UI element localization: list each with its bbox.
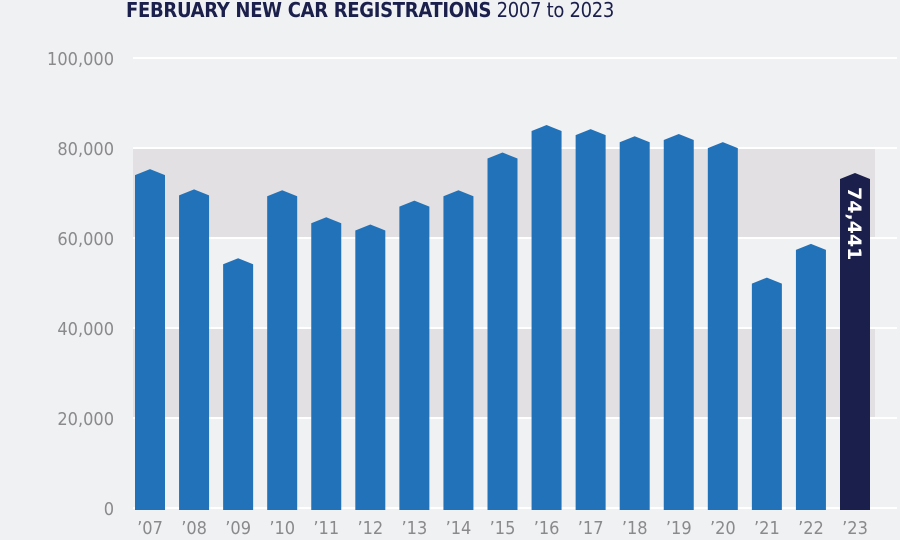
bar <box>311 217 342 511</box>
x-tick-label: ’20 <box>710 518 736 539</box>
x-tick-label: ’10 <box>269 518 295 539</box>
x-tick-label: ’09 <box>225 518 251 539</box>
bar <box>795 243 826 510</box>
bar <box>575 129 606 510</box>
bar <box>487 152 518 510</box>
y-tick-label: 0 <box>104 499 114 520</box>
x-tick-label: ’11 <box>313 518 339 539</box>
y-tick-label: 20,000 <box>57 409 114 430</box>
title-sub: 2007 to 2023 <box>496 0 615 22</box>
x-tick-label: ’19 <box>666 518 692 539</box>
title-main: FEBRUARY NEW CAR REGISTRATIONS <box>126 0 492 22</box>
bar <box>443 190 474 511</box>
x-tick-label: ’23 <box>842 518 868 539</box>
bar <box>399 200 430 510</box>
x-tick-label: ’07 <box>137 518 163 539</box>
bar-highlight <box>840 173 870 510</box>
bar <box>707 142 738 510</box>
x-tick-label: ’12 <box>357 518 383 539</box>
bar <box>355 224 386 510</box>
data-label: 74,441 <box>843 187 865 260</box>
x-tick-label: ’08 <box>181 518 207 539</box>
bar <box>751 277 782 510</box>
x-tick-label: ’21 <box>754 518 780 539</box>
y-tick-label: 80,000 <box>57 139 114 160</box>
x-tick-label: ’14 <box>446 518 472 539</box>
bar <box>663 134 694 511</box>
x-tick-label: ’18 <box>622 518 648 539</box>
x-tick-label: ’13 <box>402 518 428 539</box>
bar <box>179 189 210 510</box>
y-tick-label: 40,000 <box>57 319 114 340</box>
bar <box>619 136 650 511</box>
x-tick-label: ’22 <box>798 518 824 539</box>
bar <box>531 125 562 511</box>
y-tick-label: 60,000 <box>57 229 114 250</box>
bar <box>223 258 254 510</box>
bar <box>135 169 165 510</box>
x-tick-label: ’17 <box>578 518 604 539</box>
x-tick-label: ’16 <box>534 518 560 539</box>
y-tick-label: 100,000 <box>47 49 114 70</box>
x-tick-label: ’15 <box>490 518 516 539</box>
bar <box>267 190 298 511</box>
chart-title: FEBRUARY NEW CAR REGISTRATIONS 2007 to 2… <box>126 0 614 22</box>
